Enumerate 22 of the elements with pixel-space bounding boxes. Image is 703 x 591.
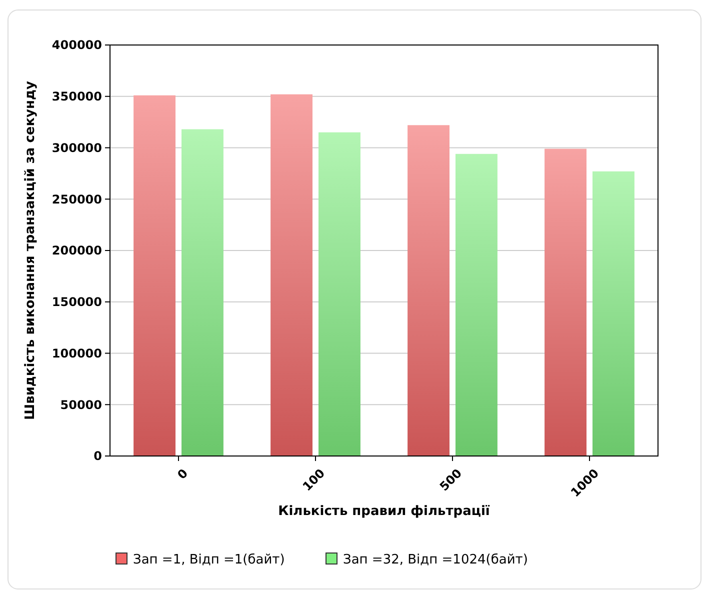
y-tick-label: 0 bbox=[94, 449, 102, 464]
y-tick-label: 100000 bbox=[52, 346, 102, 360]
bar bbox=[318, 132, 360, 456]
bar bbox=[592, 171, 634, 456]
bar bbox=[456, 154, 498, 456]
bar bbox=[182, 129, 224, 456]
bar bbox=[408, 125, 450, 456]
x-tick-label: 0 bbox=[174, 466, 191, 482]
y-tick-label: 250000 bbox=[52, 192, 102, 206]
legend-label: Зап =1, Відп =1(байт) bbox=[133, 552, 285, 568]
y-tick-label: 200000 bbox=[52, 244, 102, 258]
bar bbox=[134, 95, 176, 456]
x-axis-title: Кількість правил фільтрації bbox=[278, 504, 490, 519]
bar bbox=[544, 148, 586, 456]
y-axis-title: Швидкість виконання транзакцій за секунду bbox=[23, 80, 38, 420]
legend-label: Зап =32, Відп =1024(байт) bbox=[343, 552, 528, 568]
y-tick-label: 150000 bbox=[52, 295, 102, 310]
y-tick-label: 350000 bbox=[52, 90, 102, 104]
y-tick-label: 50000 bbox=[60, 398, 102, 412]
y-tick-label: 400000 bbox=[52, 38, 102, 52]
bar bbox=[270, 94, 312, 456]
y-tick-label: 300000 bbox=[52, 140, 102, 155]
